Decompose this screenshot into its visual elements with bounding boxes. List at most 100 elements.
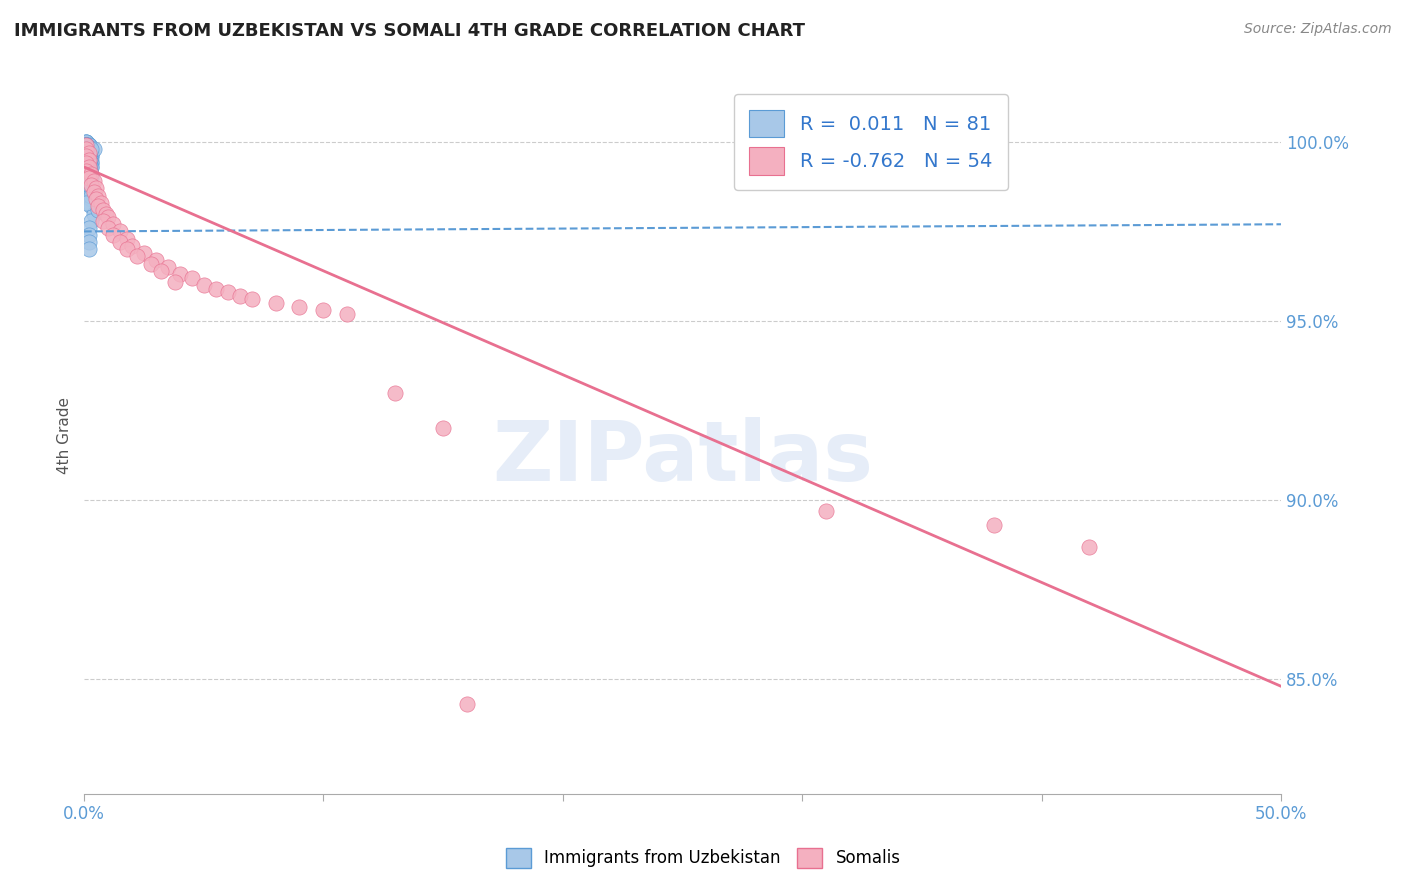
Point <box>75 142 97 156</box>
Point <box>77 145 100 160</box>
Point <box>84 181 107 195</box>
Point <box>75 145 97 160</box>
Point <box>125 250 148 264</box>
Point <box>432 421 454 435</box>
Point <box>80 178 103 192</box>
Point <box>75 142 97 156</box>
Point <box>75 145 97 160</box>
Point <box>80 149 103 163</box>
Point <box>75 149 97 163</box>
Point <box>80 181 103 195</box>
Legend: R =  0.011   N = 81, R = -0.762   N = 54: R = 0.011 N = 81, R = -0.762 N = 54 <box>734 95 1008 190</box>
Point <box>75 153 97 167</box>
Point <box>77 170 100 185</box>
Point <box>75 195 97 210</box>
Point <box>115 231 138 245</box>
Point <box>75 138 97 153</box>
Point <box>75 135 97 149</box>
Point <box>77 142 100 156</box>
Point <box>75 138 97 153</box>
Point <box>77 142 100 156</box>
Point <box>77 178 100 192</box>
Point <box>75 142 97 156</box>
Point <box>149 264 172 278</box>
Point <box>312 303 335 318</box>
Point <box>77 227 100 242</box>
Point <box>80 167 103 181</box>
Point <box>77 138 100 153</box>
Point <box>87 202 110 217</box>
Point <box>77 145 100 160</box>
Point <box>75 138 97 153</box>
Point <box>77 142 100 156</box>
Point <box>75 138 97 153</box>
Point <box>384 385 406 400</box>
Point <box>77 220 100 235</box>
Point <box>75 163 97 178</box>
Point <box>75 142 97 156</box>
Point <box>77 145 100 160</box>
Point <box>288 300 311 314</box>
Point <box>204 282 226 296</box>
Point <box>83 206 105 220</box>
Point <box>97 220 120 235</box>
Point <box>87 188 110 202</box>
Text: ZIPatlas: ZIPatlas <box>492 417 873 498</box>
Point <box>228 289 250 303</box>
Point <box>80 167 103 181</box>
Point <box>77 142 100 156</box>
Point <box>456 697 478 711</box>
Point <box>77 138 100 153</box>
Point <box>121 239 143 253</box>
Point <box>108 235 131 249</box>
Point <box>101 217 124 231</box>
Point <box>80 192 103 206</box>
Legend: Immigrants from Uzbekistan, Somalis: Immigrants from Uzbekistan, Somalis <box>499 841 907 875</box>
Point <box>132 246 155 260</box>
Point <box>91 213 114 227</box>
Point <box>77 243 100 257</box>
Point <box>1078 540 1101 554</box>
Point <box>115 243 138 257</box>
Point <box>75 145 97 160</box>
Point <box>77 160 100 174</box>
Point <box>80 156 103 170</box>
Point <box>217 285 239 300</box>
Point <box>80 145 103 160</box>
Point <box>83 142 105 156</box>
Point <box>75 145 97 160</box>
Y-axis label: 4th Grade: 4th Grade <box>58 397 72 474</box>
Point <box>90 195 112 210</box>
Point <box>156 260 179 275</box>
Point <box>77 153 100 167</box>
Point <box>77 167 100 181</box>
Point <box>77 153 100 167</box>
Point <box>75 138 97 153</box>
Point <box>169 268 191 282</box>
Point <box>80 160 103 174</box>
Point <box>80 149 103 163</box>
Point <box>77 149 100 163</box>
Text: IMMIGRANTS FROM UZBEKISTAN VS SOMALI 4TH GRADE CORRELATION CHART: IMMIGRANTS FROM UZBEKISTAN VS SOMALI 4TH… <box>14 22 806 40</box>
Point <box>80 199 103 213</box>
Point <box>77 145 100 160</box>
Point <box>75 149 97 163</box>
Point <box>77 142 100 156</box>
Point <box>77 160 100 174</box>
Point <box>145 253 167 268</box>
Point <box>80 213 103 227</box>
Text: Source: ZipAtlas.com: Source: ZipAtlas.com <box>1244 22 1392 37</box>
Point <box>75 149 97 163</box>
Point <box>97 210 120 224</box>
Point <box>75 138 97 153</box>
Point <box>108 224 131 238</box>
Point <box>139 257 162 271</box>
Point <box>77 235 100 249</box>
Point <box>77 149 100 163</box>
Point <box>84 192 107 206</box>
Point <box>77 142 100 156</box>
Point <box>240 293 263 307</box>
Point <box>83 174 105 188</box>
Point <box>336 307 359 321</box>
Point <box>264 296 287 310</box>
